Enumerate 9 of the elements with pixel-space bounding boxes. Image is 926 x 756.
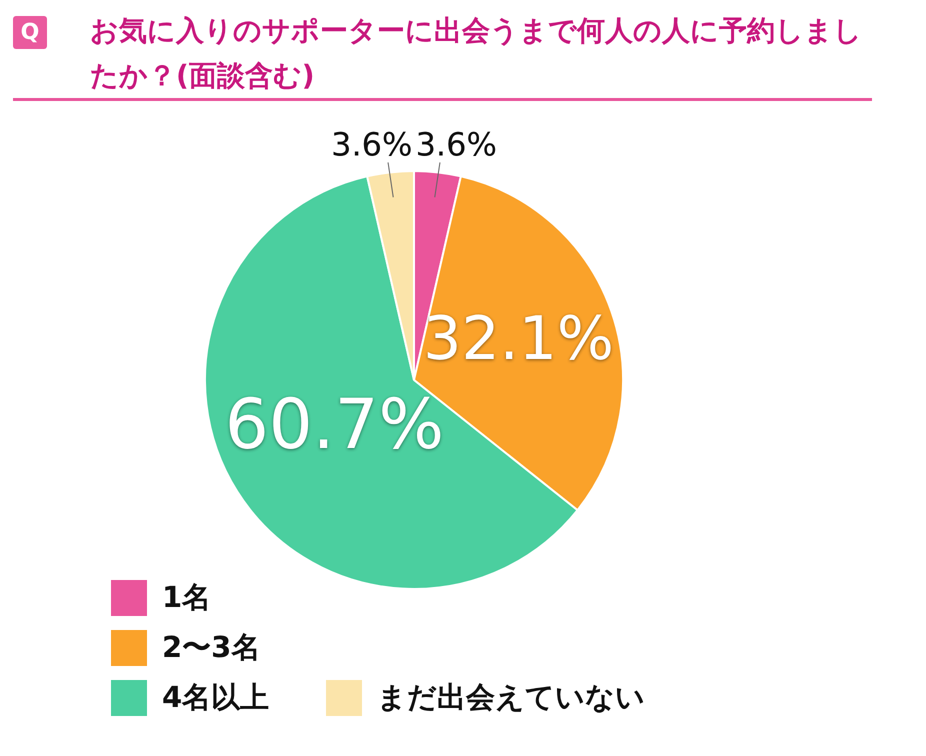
- data-label: 3.6%: [416, 126, 497, 164]
- legend-label: 1名: [162, 579, 212, 616]
- data-label: 60.7%: [224, 385, 444, 466]
- data-label: 3.6%: [331, 126, 412, 164]
- chart-title: お気に入りのサポーターに出会うまで何人の人に予約しましたか？(面談含む): [90, 13, 863, 94]
- legend-label: まだ出会えていない: [377, 679, 645, 716]
- data-label: 32.1%: [423, 304, 614, 374]
- legend-label: 4名以上: [162, 679, 270, 716]
- legend-label: 2〜3名: [162, 629, 260, 666]
